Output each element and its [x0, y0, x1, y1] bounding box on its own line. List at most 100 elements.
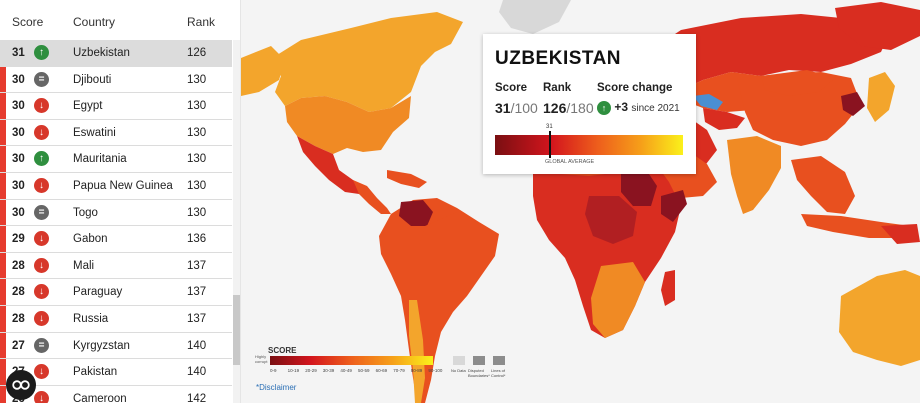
header-rank[interactable]: Rank [187, 15, 216, 29]
table-row[interactable]: 27 = Kyrgyzstan 140 [0, 333, 232, 360]
row-score: 30 [12, 206, 25, 219]
row-country: Egypt [73, 100, 103, 113]
disclaimer-text[interactable]: Disclaimer [259, 383, 297, 392]
down-arrow-icon: ↓ [34, 177, 49, 193]
table-row[interactable]: 30 = Djibouti 130 [0, 67, 232, 94]
popup-rank-label: Rank [543, 82, 572, 94]
disclaimer-link[interactable]: *Disclaimer [256, 383, 296, 392]
table-row[interactable]: 30 ↓ Eswatini 130 [0, 120, 232, 147]
row-rank: 137 [187, 286, 207, 299]
map-mexico [297, 136, 365, 194]
header-score[interactable]: Score [12, 15, 44, 29]
popup-score-max: /100 [510, 100, 538, 116]
table-row[interactable]: 29 ↓ Gabon 136 [0, 226, 232, 253]
popup-change-label: Score change [597, 82, 673, 94]
popup-since: since 2021 [631, 103, 680, 114]
down-arrow-icon: ↓ [34, 124, 49, 140]
legend-lines-label: Lines of Control* [491, 368, 506, 378]
row-score: 30 [12, 100, 25, 113]
row-country: Paraguay [73, 286, 123, 299]
row-score: 28 [12, 312, 25, 325]
legend-lines-swatch [493, 356, 505, 365]
row-rank: 140 [187, 339, 207, 352]
map-central-africa [585, 196, 637, 244]
map-australia [839, 270, 920, 366]
row-country: Cameroon [73, 392, 127, 403]
legend-score-gradient [270, 356, 433, 365]
map-usa [285, 96, 411, 154]
down-arrow-icon: ↓ [34, 98, 49, 114]
row-country: Mali [73, 259, 95, 272]
row-rank: 130 [187, 153, 207, 166]
row-score: 30 [12, 153, 25, 166]
legend-title: SCORE [268, 346, 297, 355]
map-papua [881, 224, 920, 244]
row-country: Uzbekistan [73, 47, 130, 59]
map-somalia [661, 190, 687, 222]
table-body: 31 ↑ Uzbekistan 126 30 = Djibouti 130 30 ↓ Egypt 13… [0, 40, 232, 403]
popup-rank-max: /180 [566, 100, 594, 116]
legend-disputed-swatch [473, 356, 485, 365]
table-row[interactable]: 28 ↓ Paraguay 137 [0, 279, 232, 306]
asterisk: * [256, 383, 260, 392]
map-central-america [353, 180, 391, 214]
legend-tick: 90-100 [428, 368, 443, 373]
row-country: Papua New Guinea [73, 179, 173, 192]
legend-tick: 0-9 [270, 368, 277, 373]
row-rank: 130 [187, 100, 207, 113]
map-venezuela [399, 200, 433, 226]
table-row[interactable]: 30 ↓ Egypt 130 [0, 93, 232, 120]
equal-icon: = [34, 337, 49, 353]
map-japan [867, 72, 895, 122]
row-score: 29 [12, 233, 25, 246]
table-row[interactable]: 30 = Togo 130 [0, 200, 232, 227]
row-rank: 130 [187, 206, 207, 219]
legend-tick: 80-89 [410, 368, 423, 373]
table-row[interactable]: 30 ↑ Mauritania 130 [0, 146, 232, 173]
map-mongolia [761, 70, 835, 96]
up-arrow-icon: ↑ [34, 45, 49, 60]
row-rank: 130 [187, 73, 207, 86]
row-score: 27 [12, 339, 25, 352]
popup-score: 31 [495, 100, 511, 116]
map-madagascar [661, 270, 675, 306]
down-arrow-icon: ↓ [34, 257, 49, 273]
row-rank: 130 [187, 179, 207, 192]
table-row[interactable]: 28 ↓ Russia 137 [0, 306, 232, 333]
popup-change-value: ↑ +3 since 2021 [597, 100, 680, 115]
up-arrow-icon: ↑ [34, 151, 49, 167]
map-greenland [499, 0, 571, 34]
map-india [727, 136, 781, 214]
map-alaska [241, 46, 285, 96]
accessibility-button[interactable] [6, 370, 36, 400]
popup-marker-value: 31 [546, 124, 553, 130]
popup-country-name: UZBEKISTAN [495, 48, 622, 69]
ranking-table: Score Country Rank 31 ↑ Uzbekistan 126 30 = Dj… [0, 0, 241, 403]
table-row[interactable]: 28 ↓ Mali 137 [0, 253, 232, 280]
table-row[interactable]: 31 ↑ Uzbekistan 126 [0, 40, 232, 67]
map-brazil [419, 212, 497, 292]
country-popup: UZBEKISTAN Score Rank Score change 31/10… [483, 34, 696, 174]
table-row[interactable]: 30 ↓ Papua New Guinea 130 [0, 173, 232, 200]
row-country: Djibouti [73, 73, 112, 86]
map-sudan [621, 168, 657, 206]
popup-score-label: Score [495, 82, 527, 94]
down-arrow-icon: ↓ [34, 310, 49, 326]
row-rank: 126 [187, 47, 207, 59]
map-russia [645, 14, 891, 92]
legend-tick: 60-69 [375, 368, 388, 373]
map-legend: SCORE Highly corrupt 0-9 10-19 20-29 30-39 4… [255, 345, 515, 380]
row-country: Eswatini [73, 126, 116, 139]
map-korea [841, 92, 865, 116]
popup-score-value: 31/100 [495, 100, 538, 116]
map-uzbekistan [703, 108, 745, 130]
scrollbar-thumb[interactable] [233, 295, 240, 365]
row-country: Russia [73, 312, 109, 325]
table-scrollbar[interactable] [233, 40, 240, 403]
legend-no-data-label: No Data [451, 368, 466, 373]
row-country: Mauritania [73, 153, 127, 166]
equal-icon: = [34, 204, 49, 220]
row-rank: 136 [187, 233, 207, 246]
header-country[interactable]: Country [73, 15, 116, 29]
down-arrow-icon: ↓ [34, 284, 49, 300]
